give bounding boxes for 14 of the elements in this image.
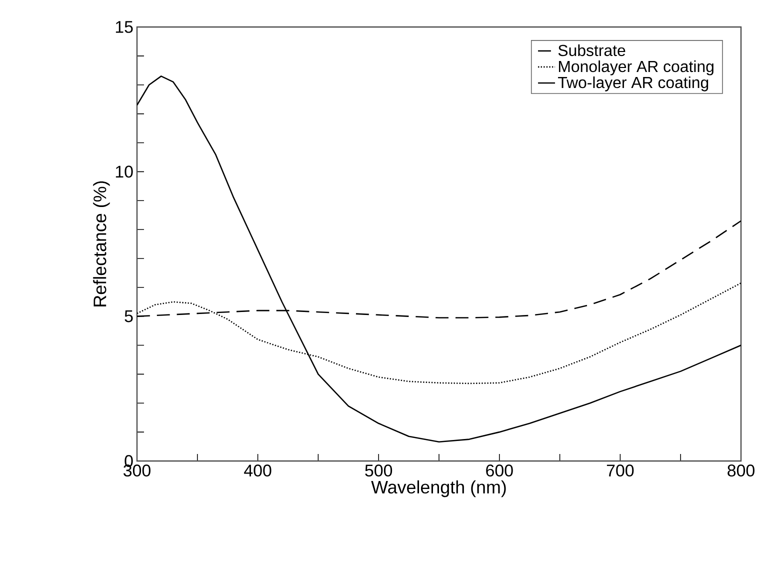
legend-label: Two-layer AR coating	[558, 76, 708, 92]
legend-label: Substrate	[558, 44, 626, 56]
y-axis-title: Reflectance (%)	[93, 181, 110, 306]
x-tick-label: 800	[728, 464, 754, 477]
legend-label: Monolayer AR coating	[558, 60, 714, 76]
x-tick-label: 400	[244, 464, 272, 477]
y-tick-label: 15	[116, 21, 133, 33]
x-tick-label: 600	[486, 464, 513, 477]
x-axis-title: Wavelength (nm)	[371, 480, 506, 498]
y-tick-label: 5	[124, 310, 133, 322]
x-tick-label: 500	[365, 464, 392, 477]
x-tick-label: 700	[606, 464, 634, 477]
x-tick-label: 300	[124, 464, 150, 477]
y-tick-label: 10	[116, 166, 133, 178]
